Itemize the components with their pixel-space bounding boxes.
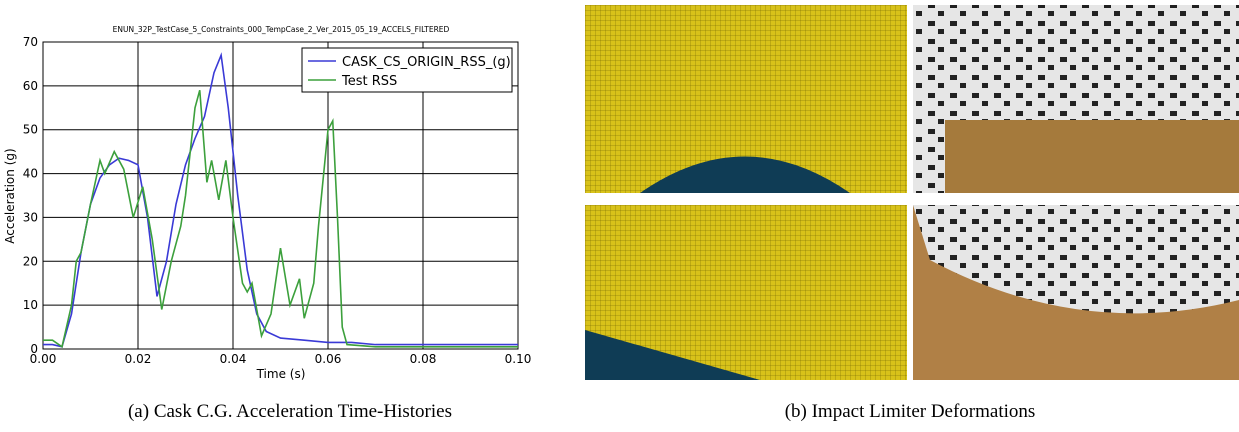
y-tick-label: 40 — [23, 167, 38, 181]
figure: ENUN_32P_TestCase_5_Constraints_000_Temp… — [0, 0, 1239, 427]
legend-label: CASK_CS_ORIGIN_RSS_(g) — [342, 55, 511, 70]
caption: (b) Impact Limiter Deformations — [785, 401, 1036, 422]
chart-title: ENUN_32P_TestCase_5_Constraints_000_Temp… — [113, 25, 450, 34]
y-tick-label: 0 — [30, 342, 38, 356]
y-tick-label: 70 — [23, 35, 38, 49]
photo-wood — [945, 120, 1239, 193]
y-axis-label: Acceleration (g) — [3, 148, 17, 243]
x-axis-label: Time (s) — [256, 367, 306, 381]
y-tick-label: 60 — [23, 79, 38, 93]
legend-label: Test RSS — [341, 74, 397, 89]
x-tick-label: 0.04 — [220, 352, 247, 366]
caption: (a) Cask C.G. Acceleration Time-Historie… — [128, 401, 452, 422]
x-tick-label: 0.10 — [505, 352, 532, 366]
y-tick-label: 20 — [23, 254, 38, 268]
x-tick-label: 0.06 — [315, 352, 342, 366]
y-tick-label: 10 — [23, 298, 38, 312]
photo-panels — [585, 5, 1239, 380]
x-tick-label: 0.02 — [125, 352, 152, 366]
y-tick-label: 30 — [23, 210, 38, 224]
y-tick-label: 50 — [23, 123, 38, 137]
x-tick-label: 0.08 — [410, 352, 437, 366]
